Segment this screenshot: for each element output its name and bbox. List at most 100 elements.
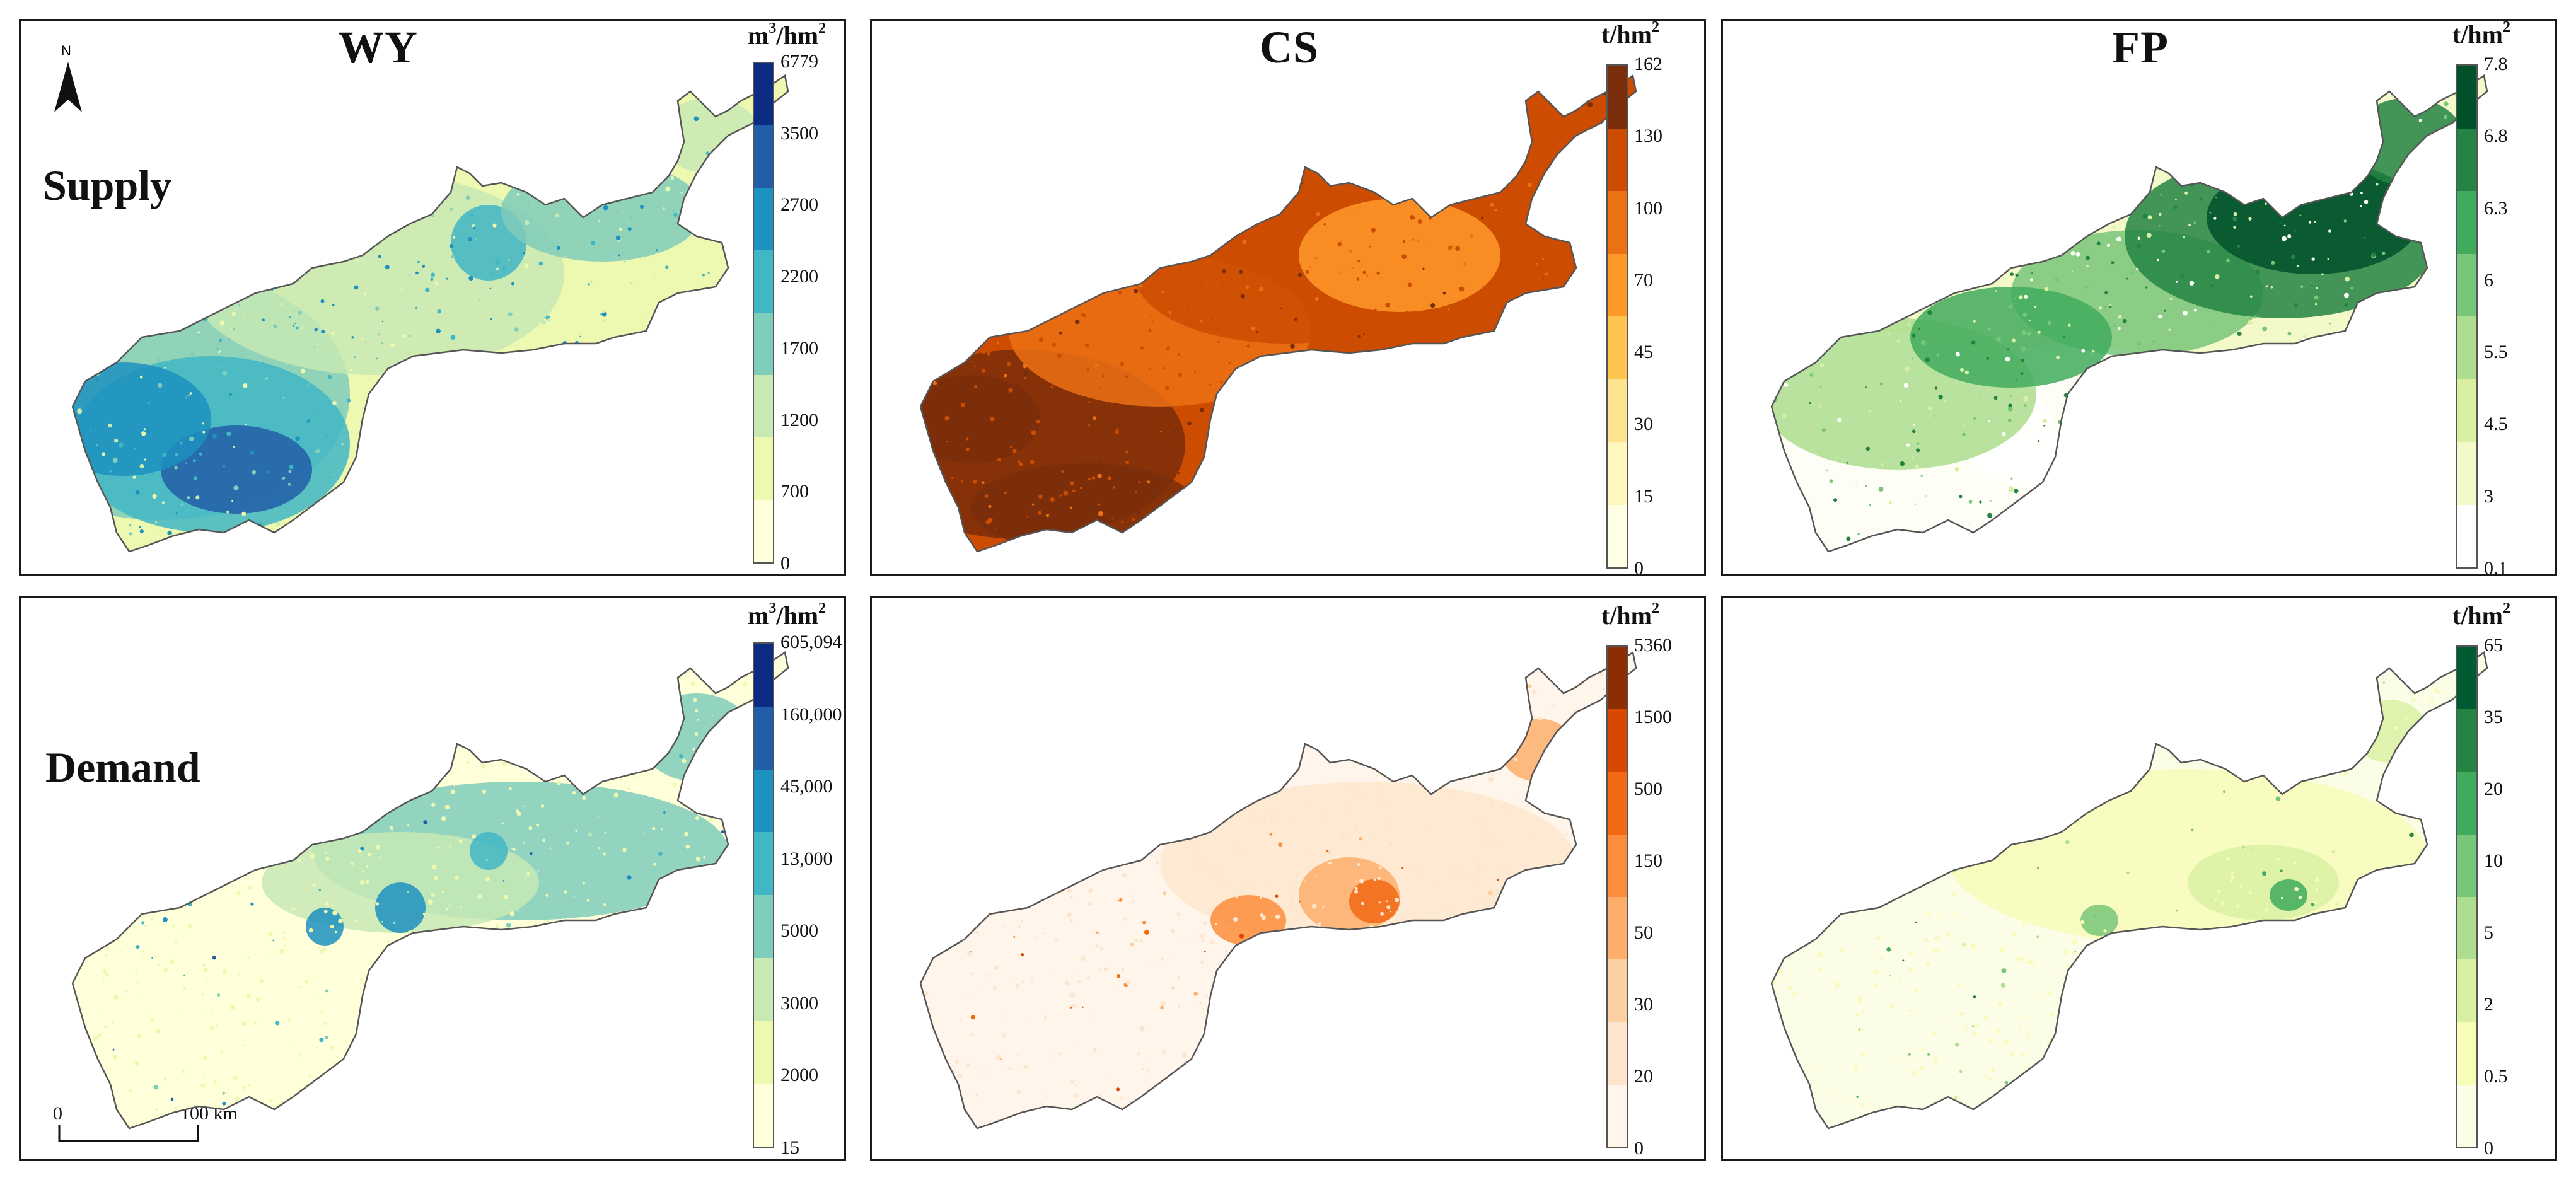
map-pixel <box>672 1003 678 1009</box>
map-pixel <box>1250 442 1253 445</box>
map-pixel <box>475 238 477 240</box>
map-pixel <box>2041 804 2045 807</box>
map-pixel <box>1843 316 1846 319</box>
map-pixel <box>1350 1070 1352 1073</box>
map-pixel <box>926 557 931 561</box>
map-pixel <box>1761 364 1763 366</box>
map-pixel <box>2051 72 2053 74</box>
map-pixel <box>2101 665 2107 670</box>
map-pixel <box>1747 1050 1749 1052</box>
map-pixel <box>2176 678 2181 683</box>
map-pixel <box>1259 896 1262 899</box>
map-pixel <box>2446 446 2452 452</box>
map-pixel <box>1142 238 1146 242</box>
map-pixel <box>2088 427 2091 429</box>
map-pixel <box>2152 135 2156 140</box>
map-pixel <box>1261 1048 1265 1052</box>
map-pixel <box>898 298 900 300</box>
map-pixel <box>2183 311 2188 316</box>
map-fp-demand <box>1747 651 2499 1130</box>
map-pixel <box>1429 985 1434 990</box>
map-pixel <box>2193 308 2197 312</box>
legend-tick-wy-demand: 5000 <box>780 920 818 942</box>
map-pixel <box>1332 731 1336 734</box>
map-pixel <box>529 420 533 424</box>
map-pixel <box>671 562 672 564</box>
map-pixel <box>932 381 937 386</box>
map-pixel <box>1420 1085 1425 1090</box>
map-pixel <box>1479 413 1484 418</box>
map-pixel <box>443 745 449 751</box>
map-pixel <box>588 283 590 286</box>
map-pixel <box>596 999 601 1005</box>
map-pixel <box>268 127 270 130</box>
map-pixel <box>2309 221 2312 224</box>
map-pixel <box>1158 656 1163 661</box>
map-pixel <box>2068 221 2070 223</box>
unit-sup-1: 3 <box>769 600 777 616</box>
map-pixel <box>1012 564 1016 569</box>
map-pixel <box>1304 482 1309 487</box>
map-pixel <box>2122 318 2127 323</box>
map-pixel <box>959 835 963 838</box>
map-pixel <box>2364 382 2370 388</box>
map-pixel <box>1218 85 1221 87</box>
map-pixel <box>2259 524 2261 527</box>
map-pixel <box>1413 364 1418 369</box>
map-pixel <box>187 219 189 221</box>
map-pixel <box>646 312 647 315</box>
map-pixel <box>1825 921 1830 926</box>
map-pixel <box>1528 684 1532 688</box>
map-pixel <box>2038 534 2040 536</box>
map-pixel <box>670 176 675 180</box>
map-pixel <box>1265 490 1269 494</box>
map-pixel <box>958 927 963 930</box>
map-pixel <box>2046 741 2048 744</box>
map-pixel <box>907 820 910 823</box>
map-pixel <box>801 949 804 952</box>
map-pixel <box>79 217 84 223</box>
map-pixel <box>1973 234 1975 236</box>
map-pixel <box>2037 233 2041 237</box>
map-pixel <box>678 478 681 481</box>
map-pixel <box>533 980 536 983</box>
map-pixel <box>742 129 745 132</box>
map-pixel <box>513 848 516 851</box>
map-pixel <box>67 975 69 978</box>
map-pixel <box>1755 493 1757 495</box>
map-pixel <box>1093 416 1096 420</box>
map-pixel <box>347 209 349 211</box>
map-pixel <box>2286 1072 2289 1075</box>
map-pixel <box>1023 652 1025 654</box>
map-pixel <box>58 942 61 946</box>
map-pixel <box>2328 916 2333 921</box>
map-pixel <box>454 976 458 980</box>
legend-tick-cs-demand: 30 <box>1634 994 1653 1015</box>
map-pixel <box>1504 808 1507 810</box>
map-pixel <box>1275 914 1280 920</box>
map-pixel <box>1211 509 1217 515</box>
map-pixel <box>1912 1070 1917 1075</box>
map-pixel <box>258 978 264 983</box>
map-pixel <box>1334 362 1337 366</box>
map-zone <box>1948 769 2427 946</box>
map-pixel <box>309 154 313 158</box>
map-pixel <box>1042 138 1048 143</box>
map-pixel <box>154 683 157 685</box>
map-pixel <box>724 999 727 1002</box>
map-pixel <box>252 549 255 552</box>
map-pixel <box>987 466 990 469</box>
map-pixel <box>679 754 684 759</box>
map-pixel <box>1129 795 1132 797</box>
map-pixel <box>1221 188 1223 191</box>
map-pixel <box>712 130 715 132</box>
map-pixel <box>325 815 328 818</box>
map-pixel <box>1199 1136 1200 1137</box>
map-pixel <box>2496 668 2499 671</box>
map-pixel <box>2232 951 2237 956</box>
map-pixel <box>429 988 432 991</box>
map-pixel <box>1267 390 1272 395</box>
map-pixel <box>1486 1036 1488 1038</box>
map-pixel <box>1207 112 1211 116</box>
map-pixel <box>2089 117 2091 119</box>
